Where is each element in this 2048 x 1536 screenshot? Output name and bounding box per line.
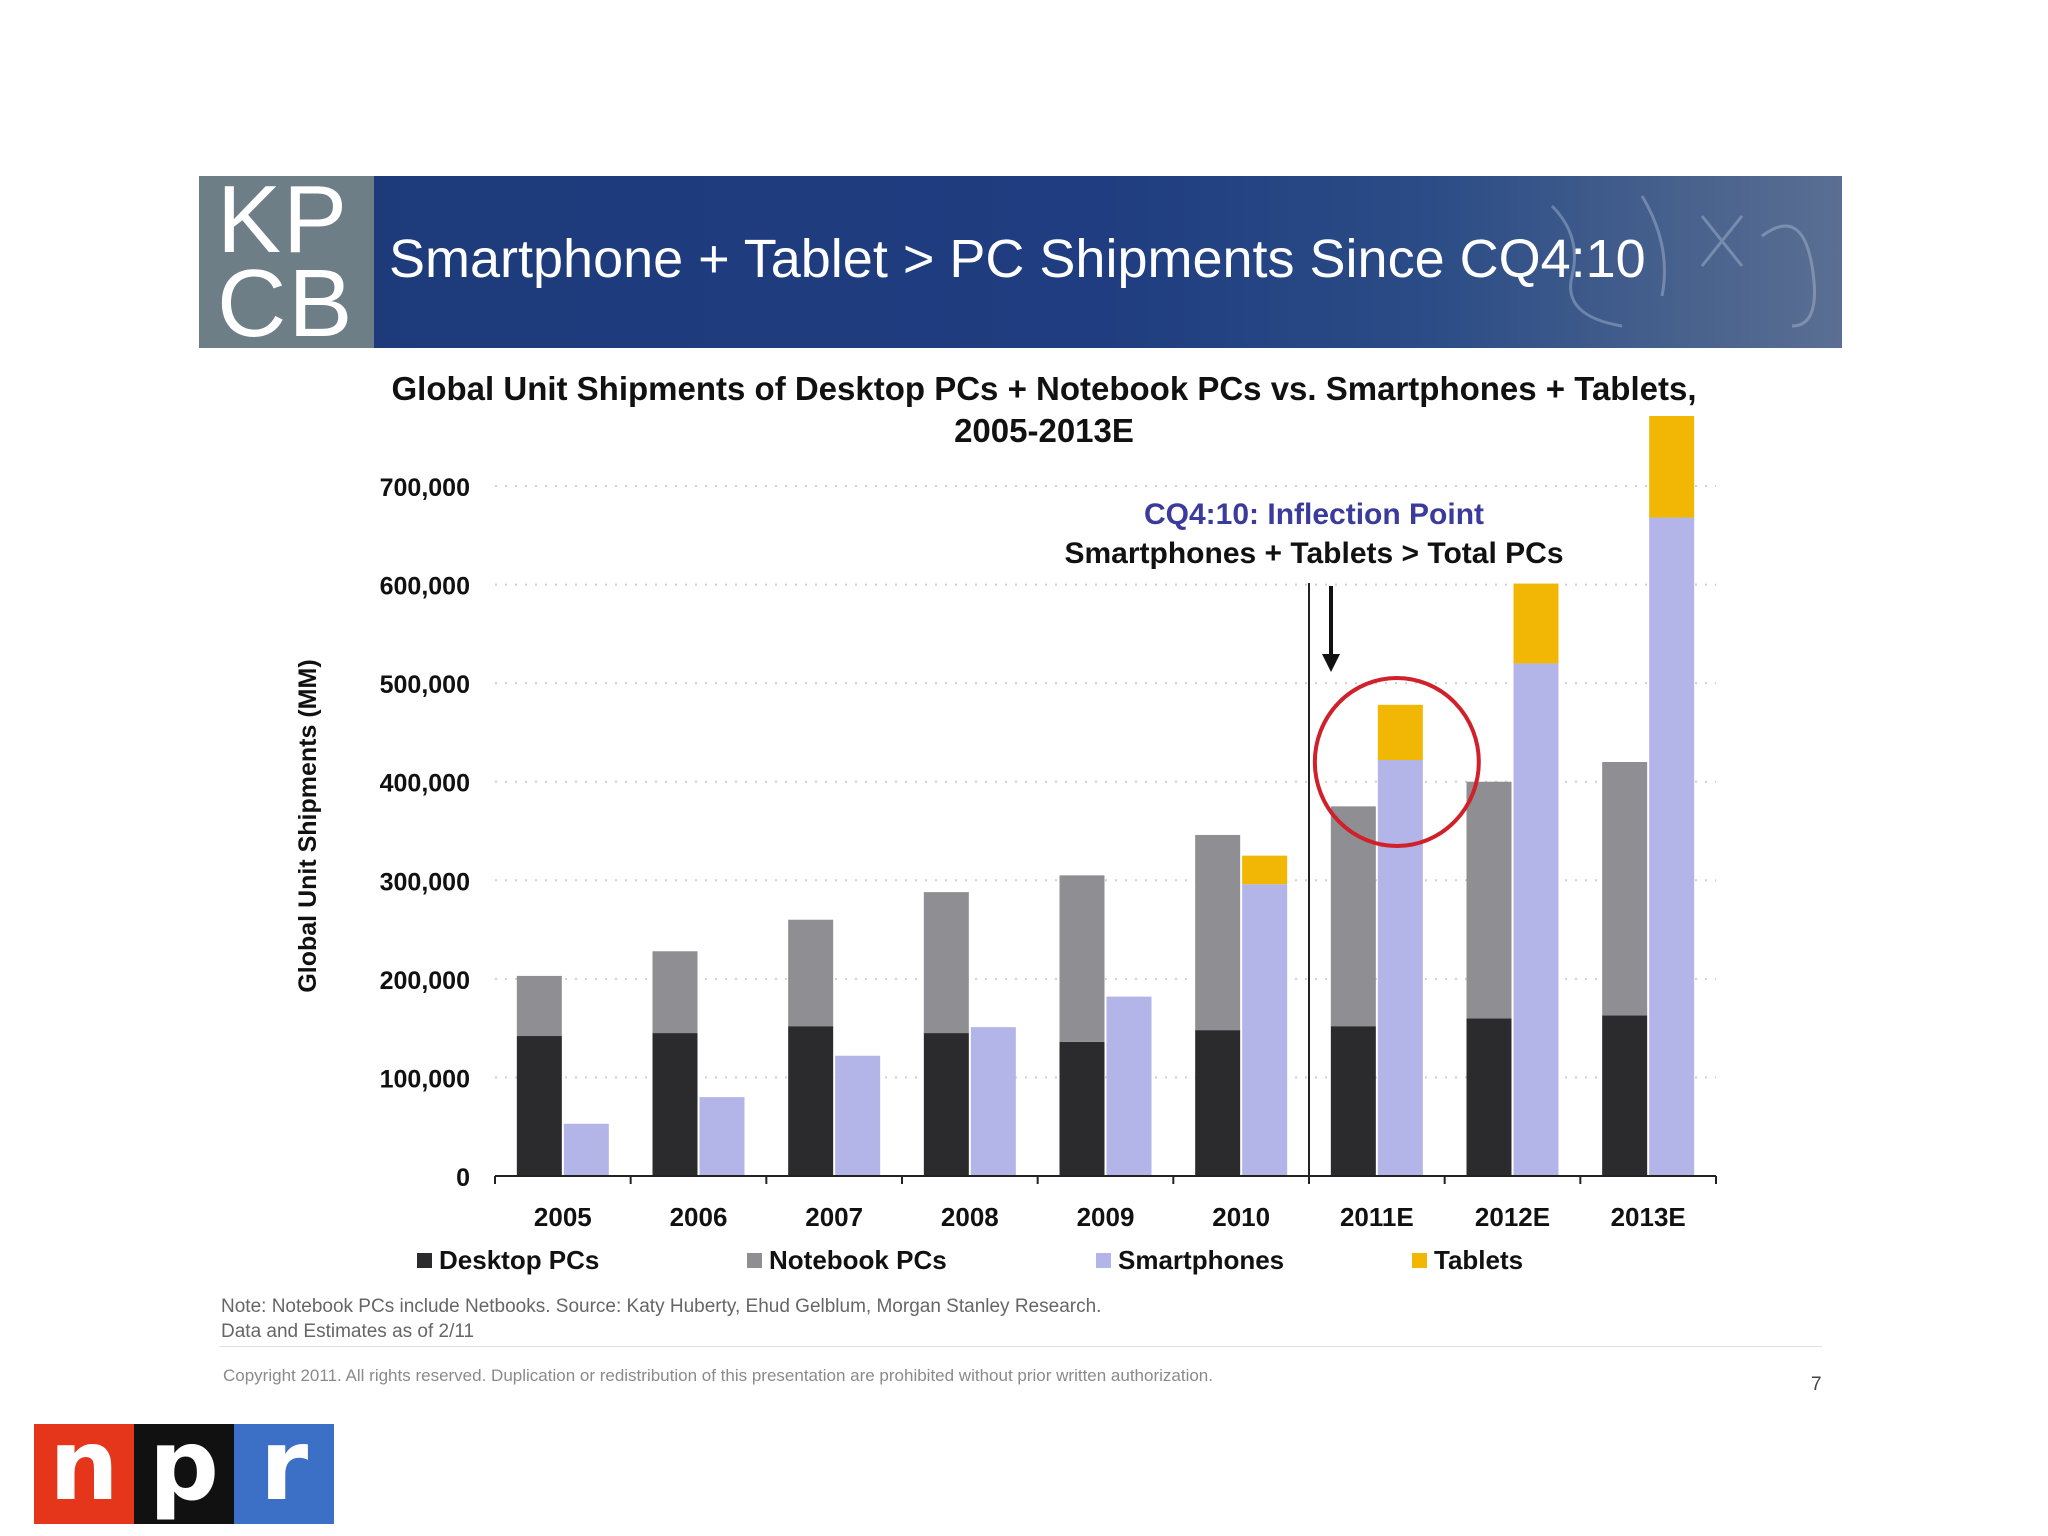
bar-tablets-2012e [1513, 583, 1559, 664]
legend: Desktop PCs Notebook PCs Smartphones Tablet… [417, 1245, 1523, 1275]
y-tick-label: 100,000 [380, 1065, 470, 1093]
y-tick-label: 600,000 [380, 573, 470, 601]
shipments-chart: Global Unit Shipments of Desktop PCs + N… [294, 370, 1717, 1275]
y-tick-label: 500,000 [380, 671, 470, 699]
footnote-line2: Data and Estimates as of 2/11 [221, 1321, 475, 1342]
chart-title-line1: Global Unit Shipments of Desktop PCs + N… [392, 370, 1697, 407]
y-tick-label: 400,000 [380, 770, 470, 798]
bar-notebook-pcs-2012e [1466, 781, 1512, 1019]
bar-smartphones-2013e [1649, 517, 1695, 1176]
kpcb-logo: KP CB [199, 172, 374, 352]
npr-logo-p: p [134, 1417, 234, 1524]
legend-swatch-smartphones [1096, 1253, 1111, 1268]
bar-notebook-pcs-2013e [1602, 762, 1648, 1016]
bar-tablets-2011e [1377, 704, 1423, 761]
annotation-inflection-title: CQ4:10: Inflection Point [1144, 498, 1484, 531]
footnote-line1: Note: Notebook PCs include Netbooks. Sou… [221, 1296, 1102, 1317]
legend-label-desktop-pcs: Desktop PCs [439, 1245, 599, 1275]
bar-desktop-pcs-2006 [652, 1033, 698, 1176]
annotation-arrow-head [1322, 654, 1340, 672]
x-tick-label: 2007 [805, 1202, 863, 1232]
legend-swatch-notebook-pcs [747, 1253, 762, 1268]
annotation-inflection-subtitle: Smartphones + Tablets > Total PCs [1064, 537, 1563, 570]
bar-notebook-pcs-2008 [923, 892, 969, 1034]
x-tick-label: 2008 [941, 1202, 999, 1232]
x-tick-label: 2009 [1077, 1202, 1135, 1232]
bar-smartphones-2012e [1513, 663, 1559, 1176]
bars [516, 416, 1695, 1176]
bar-smartphones-2007 [835, 1055, 881, 1176]
x-tick-label: 2010 [1212, 1202, 1270, 1232]
handwriting-decoration [1550, 195, 1816, 328]
slide: KP CB Smartphone + Tablet > PC Shipments… [199, 172, 1842, 1411]
y-tick-label: 0 [456, 1164, 470, 1192]
bar-notebook-pcs-2005 [516, 975, 562, 1037]
legend-label-tablets: Tablets [1434, 1245, 1523, 1275]
bar-tablets-2013e [1649, 416, 1695, 518]
footer-divider [219, 1346, 1822, 1347]
bar-desktop-pcs-2013e [1602, 1015, 1648, 1176]
bar-desktop-pcs-2009 [1059, 1041, 1105, 1176]
bar-smartphones-2006 [699, 1097, 745, 1176]
y-axis-ticks: 0 100,000 200,000 300,000 400,000 500,000 600,… [380, 474, 470, 1192]
copyright-text: Copyright 2011. All rights reserved. Dup… [223, 1366, 1213, 1385]
slide-header: KP CB Smartphone + Tablet > PC Shipments… [199, 172, 1842, 352]
bar-smartphones-2010 [1242, 884, 1288, 1176]
slide-title: Smartphone + Tablet > PC Shipments Since… [389, 229, 1646, 289]
npr-logo: n p r [34, 1417, 334, 1524]
npr-logo-n: n [34, 1417, 134, 1524]
page-number: 7 [1811, 1374, 1822, 1395]
bar-notebook-pcs-2007 [788, 919, 834, 1027]
bar-desktop-pcs-2008 [923, 1033, 969, 1176]
annotations: CQ4:10: Inflection Point Smartphones + T… [1064, 498, 1564, 1176]
legend-swatch-desktop-pcs [417, 1253, 432, 1268]
y-tick-label: 200,000 [380, 967, 470, 995]
x-axis: 2005 2006 2007 2008 2009 2010 2011E 2012E 2013E [494, 1175, 1717, 1232]
bar-notebook-pcs-2006 [652, 951, 698, 1034]
bar-smartphones-2009 [1106, 996, 1152, 1176]
npr-logo-r: r [234, 1417, 334, 1524]
x-tick-label: 2012E [1475, 1202, 1550, 1232]
legend-swatch-tablets [1412, 1253, 1427, 1268]
bar-desktop-pcs-2012e [1466, 1018, 1512, 1176]
bar-desktop-pcs-2010 [1195, 1030, 1241, 1176]
kpcb-logo-line2: CB [217, 250, 355, 357]
chart-title-line2: 2005-2013E [954, 412, 1134, 449]
y-axis-label: Global Unit Shipments (MM) [294, 659, 322, 992]
legend-label-notebook-pcs: Notebook PCs [769, 1245, 947, 1275]
x-tick-label: 2005 [534, 1202, 592, 1232]
bar-tablets-2010 [1242, 855, 1288, 885]
x-tick-label: 2013E [1611, 1202, 1686, 1232]
bar-smartphones-2005 [563, 1123, 609, 1176]
grid-lines [495, 485, 1716, 1079]
bar-desktop-pcs-2007 [788, 1026, 834, 1176]
bar-notebook-pcs-2010 [1195, 834, 1241, 1031]
inflection-circle [1312, 676, 1481, 848]
bar-desktop-pcs-2011e [1330, 1026, 1376, 1176]
bar-notebook-pcs-2011e [1330, 806, 1376, 1027]
kpcb-logo-line1: KP [217, 166, 350, 273]
x-tick-label: 2011E [1340, 1202, 1414, 1232]
x-tick-label: 2006 [670, 1202, 728, 1232]
legend-label-smartphones: Smartphones [1118, 1245, 1284, 1275]
y-tick-label: 700,000 [380, 474, 470, 502]
y-tick-label: 300,000 [380, 868, 470, 896]
bar-smartphones-2011e [1377, 760, 1423, 1176]
bar-notebook-pcs-2009 [1059, 875, 1105, 1042]
bar-desktop-pcs-2005 [516, 1036, 562, 1176]
bar-smartphones-2008 [970, 1027, 1016, 1176]
